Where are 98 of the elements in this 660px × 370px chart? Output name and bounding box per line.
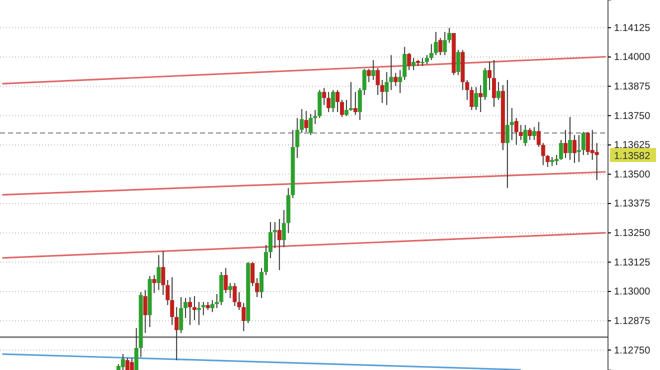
candlestick — [295, 117, 300, 159]
candlestick — [564, 129, 568, 159]
text: 1.13582 — [614, 150, 651, 162]
candlestick — [237, 292, 242, 310]
candlestick — [201, 302, 206, 316]
candlestick — [268, 222, 272, 259]
candlestick — [179, 296, 184, 334]
candlestick — [572, 134, 576, 164]
candlestick — [442, 31, 447, 56]
candlestick — [492, 60, 496, 108]
candlestick — [394, 72, 398, 87]
candlestick — [170, 276, 174, 326]
candlestick — [389, 54, 394, 91]
candlestick — [434, 31, 438, 56]
y-tick-label: 1.12750 — [614, 345, 651, 356]
y-tick-label: 1.13750 — [614, 110, 651, 122]
candlestick — [196, 302, 201, 326]
candlestick — [541, 142, 546, 166]
candlestick — [536, 121, 541, 148]
candlestick — [528, 128, 532, 140]
candlestick — [224, 268, 228, 294]
candlestick — [518, 124, 523, 140]
candlestick — [581, 132, 586, 156]
y-tick-label: 1.13125 — [614, 257, 651, 268]
candlestick — [120, 354, 125, 370]
candlestick — [255, 278, 260, 298]
candlestick — [277, 218, 282, 271]
candlestick — [412, 57, 416, 71]
candlestick — [326, 91, 331, 113]
y-tick-label: 1.13250 — [614, 228, 651, 240]
y-tick-label: 1.13000 — [614, 286, 651, 298]
candlestick — [210, 300, 214, 313]
candlestick — [407, 52, 412, 71]
candlestick — [474, 86, 478, 110]
y-tick-label: 1.14125 — [614, 22, 651, 34]
candlestick — [192, 296, 196, 321]
candlestick — [523, 124, 528, 147]
candlestick — [559, 139, 564, 160]
candlestick — [348, 82, 353, 112]
candlestick — [344, 99, 348, 117]
candlestick — [532, 126, 536, 140]
candlestick — [264, 244, 268, 276]
y-tick-label: 1.13500 — [614, 169, 651, 180]
candlestick — [161, 250, 166, 296]
candlestick — [514, 117, 518, 146]
candlestick — [300, 108, 304, 134]
candlestick — [260, 268, 264, 299]
candlestick — [134, 328, 138, 370]
candlestick — [143, 290, 148, 334]
y-tick-label: 1.13625 — [614, 140, 651, 152]
candlestick — [576, 134, 581, 163]
candlestick — [174, 306, 179, 361]
candlestick — [358, 87, 362, 121]
candlestick — [166, 279, 170, 306]
candlestick — [429, 44, 434, 61]
candlestick — [228, 282, 232, 299]
candlestick — [510, 108, 514, 140]
y-tick-label: 1.13375 — [614, 198, 651, 210]
candlestick — [465, 79, 470, 100]
candlestick — [398, 70, 402, 94]
candlestick — [272, 222, 277, 249]
candlestick — [546, 154, 550, 168]
candlestick — [402, 46, 407, 80]
candlestick — [232, 282, 237, 306]
candlestick — [505, 79, 510, 189]
candlestick — [362, 68, 366, 96]
candlestick — [152, 274, 156, 294]
candlestick — [184, 298, 188, 318]
y-tick-label: 1.13875 — [614, 81, 651, 92]
candlestick — [438, 37, 442, 56]
candlestick — [371, 60, 376, 80]
candlestick — [313, 109, 318, 125]
y-tick-label: 1.14000 — [614, 52, 651, 64]
candlestick — [496, 82, 500, 100]
candlestick — [130, 358, 134, 370]
candlestick — [336, 90, 340, 113]
candlestick — [447, 27, 452, 44]
candlestick — [568, 116, 572, 160]
candlestick — [456, 49, 460, 76]
candlestick — [353, 91, 358, 116]
candlestick — [188, 296, 192, 326]
candlestick — [282, 210, 286, 248]
candlestick — [384, 71, 389, 106]
candlestick — [594, 142, 599, 181]
y-tick-label: 1.12875 — [614, 316, 651, 327]
candlestick — [156, 254, 161, 291]
candlestick — [488, 61, 492, 91]
candlestick — [340, 99, 344, 118]
candlestick — [250, 262, 255, 287]
candlestick — [478, 84, 483, 113]
candlestick — [366, 68, 371, 83]
candlestick — [470, 86, 474, 110]
candlestick — [322, 87, 326, 106]
candlestick — [331, 90, 336, 113]
candlestick — [242, 302, 246, 332]
candlestick — [214, 294, 219, 309]
candlestick — [308, 113, 313, 136]
candlestick — [304, 110, 308, 133]
